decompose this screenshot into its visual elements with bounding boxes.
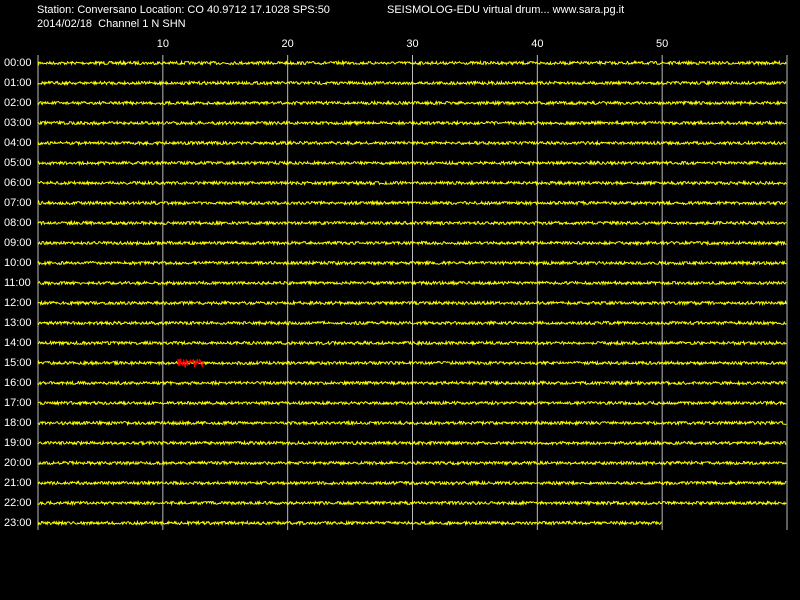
seismic-trace	[37, 499, 787, 507]
seismic-trace	[37, 59, 787, 67]
row-label: 16:00	[4, 377, 32, 389]
seismic-trace	[37, 159, 787, 167]
seismic-trace	[37, 419, 787, 427]
seismic-trace	[37, 399, 787, 407]
seismic-trace	[37, 259, 787, 267]
seismic-trace	[37, 299, 787, 307]
seismic-trace	[37, 79, 787, 87]
row-label: 06:00	[4, 177, 32, 189]
seismic-trace	[37, 519, 663, 527]
seismic-trace	[37, 379, 787, 387]
x-tick-label: 30	[406, 38, 418, 50]
seismic-trace	[37, 199, 787, 207]
row-label: 02:00	[4, 97, 32, 109]
row-label: 19:00	[4, 437, 32, 449]
station-info: Station: Conversano Location: CO 40.9712…	[37, 4, 330, 16]
row-label: 21:00	[4, 477, 32, 489]
seismic-trace	[37, 99, 787, 107]
row-label: 22:00	[4, 497, 32, 509]
seismic-trace	[37, 139, 787, 147]
seismic-trace	[37, 479, 787, 487]
x-tick-label: 50	[656, 38, 668, 50]
seismic-trace	[37, 279, 787, 287]
row-label: 10:00	[4, 257, 32, 269]
seismic-trace	[37, 339, 787, 347]
seismic-trace	[37, 319, 787, 327]
row-label: 20:00	[4, 457, 32, 469]
row-label: 00:00	[4, 57, 32, 69]
row-label: 04:00	[4, 137, 32, 149]
row-label: 08:00	[4, 217, 32, 229]
seismic-trace	[37, 459, 787, 467]
seismic-trace	[37, 439, 787, 447]
row-label: 14:00	[4, 337, 32, 349]
x-tick-label: 40	[531, 38, 543, 50]
row-label: 01:00	[4, 77, 32, 89]
row-label: 12:00	[4, 297, 32, 309]
seismic-trace	[37, 219, 787, 227]
channel-info: 2014/02/18 Channel 1 N SHN	[37, 18, 186, 30]
x-tick-label: 10	[157, 38, 169, 50]
row-label: 11:00	[4, 277, 31, 289]
seismic-trace	[37, 239, 787, 247]
row-label: 23:00	[4, 517, 32, 529]
x-tick-label: 20	[282, 38, 294, 50]
row-label: 15:00	[4, 357, 32, 369]
row-label: 13:00	[4, 317, 32, 329]
row-label: 09:00	[4, 237, 32, 249]
seismic-trace	[37, 119, 787, 127]
row-label: 07:00	[4, 197, 32, 209]
seismic-event	[177, 358, 205, 369]
display-title: SEISMOLOG-EDU virtual drum... www.sara.p…	[387, 4, 624, 16]
seismic-trace	[37, 359, 787, 367]
row-label: 05:00	[4, 157, 32, 169]
row-label: 17:00	[4, 397, 32, 409]
row-label: 18:00	[4, 417, 32, 429]
row-label: 03:00	[4, 117, 32, 129]
seismic-trace	[37, 179, 787, 187]
